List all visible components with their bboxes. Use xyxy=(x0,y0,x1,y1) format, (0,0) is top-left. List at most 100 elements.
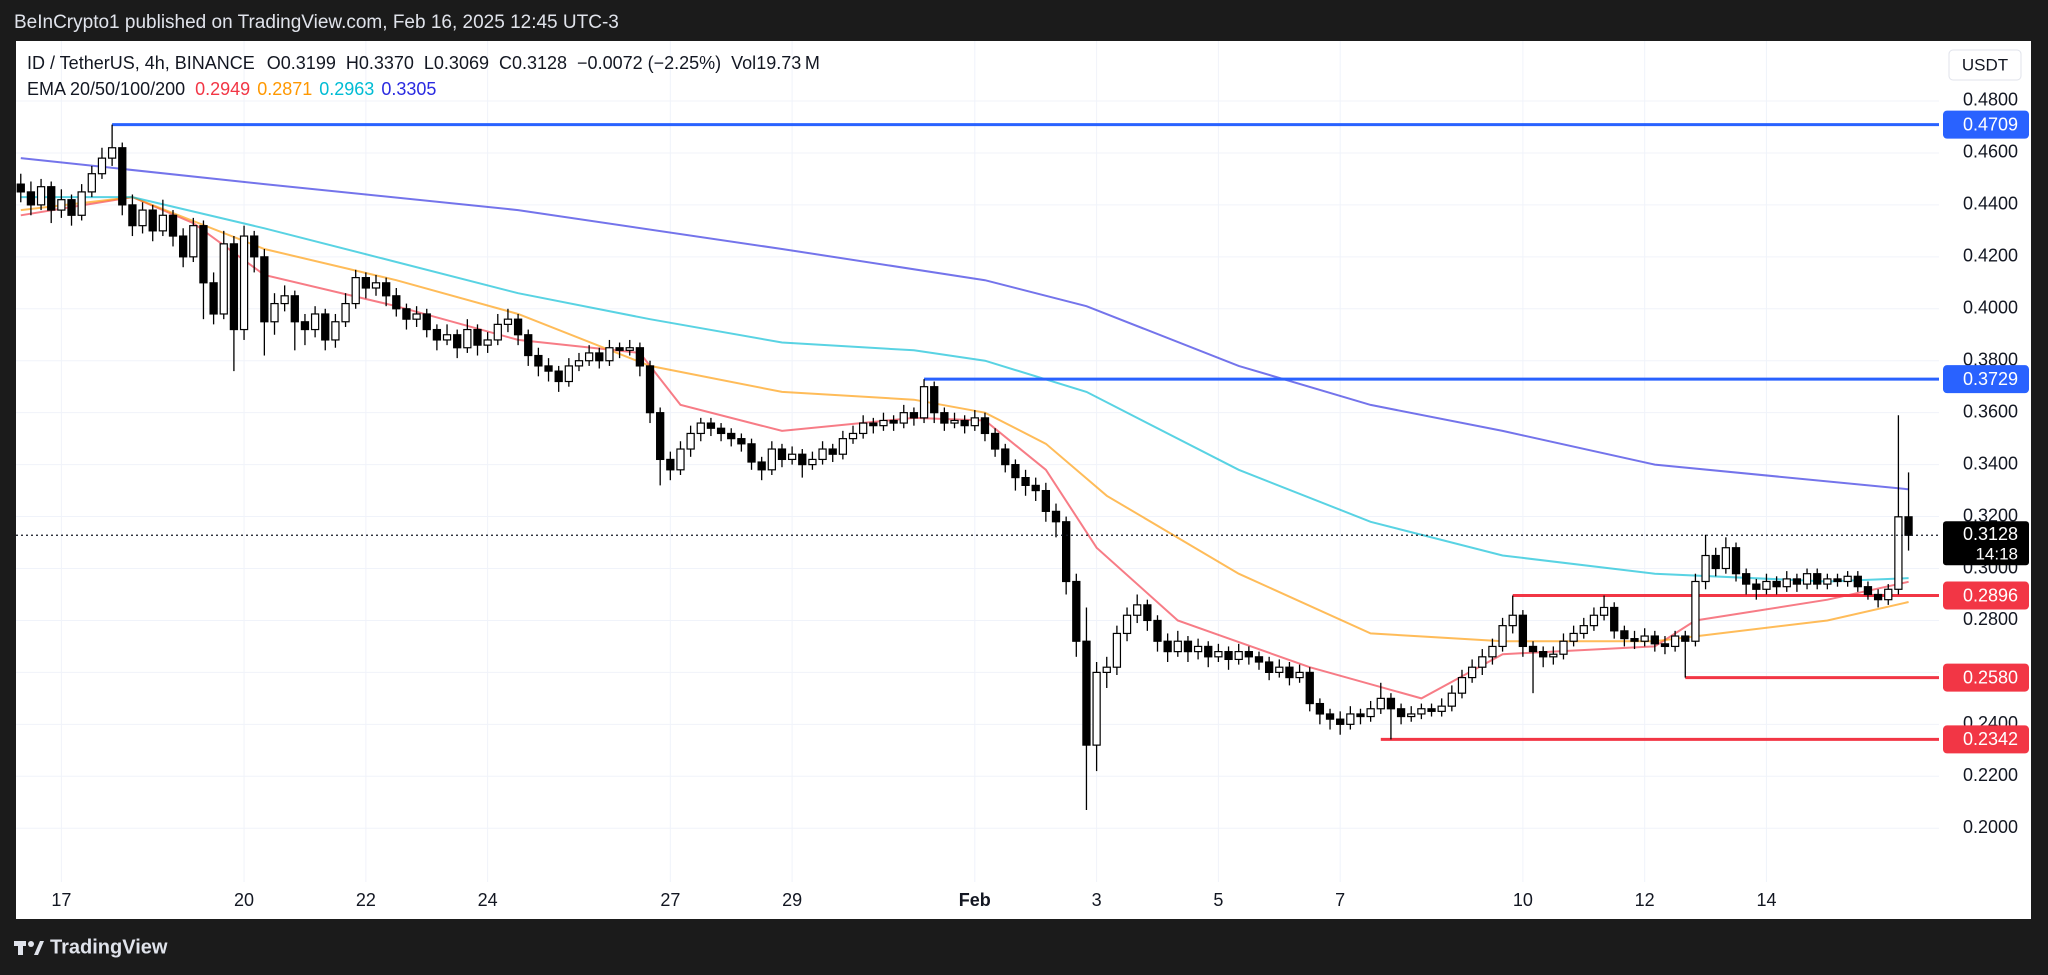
indicator-value: 0.2949 xyxy=(195,79,250,99)
x-tick-label: 17 xyxy=(51,890,71,910)
grid: 17 20 22 24 27 29 Feb 3 5 7 10 12 14 xyxy=(16,41,1939,910)
candle-body xyxy=(747,443,756,463)
candle-body xyxy=(757,461,766,471)
candle-body xyxy=(879,419,888,427)
y-tick-label: 0.3600 xyxy=(1963,401,2018,421)
candle-body xyxy=(1173,640,1182,653)
candle-body xyxy=(1772,580,1781,588)
y-tick-label: 0.2000 xyxy=(1963,817,2018,837)
candle-body xyxy=(767,448,776,471)
candle-body xyxy=(1325,713,1335,720)
candle-body xyxy=(676,448,685,471)
candle-body xyxy=(818,448,827,461)
levels xyxy=(112,123,1939,741)
indicator-value: 0.3305 xyxy=(381,79,436,99)
candle-body xyxy=(1488,645,1497,658)
candle-body xyxy=(1031,484,1040,492)
candle-body xyxy=(209,282,218,315)
candle-body xyxy=(686,432,695,450)
candle-body xyxy=(1072,580,1081,642)
candle-body xyxy=(1863,586,1873,596)
volume: 19.73 M xyxy=(756,53,820,73)
candle-body xyxy=(990,432,1000,450)
candle-body xyxy=(1102,666,1111,673)
x-tick-label: 22 xyxy=(356,890,376,910)
price-tag-label: 0.4709 xyxy=(1963,114,2018,134)
candle-body xyxy=(1721,547,1731,570)
candle-body xyxy=(1579,625,1588,635)
field-label: L xyxy=(424,53,434,73)
candle-body xyxy=(615,347,624,351)
candle-body xyxy=(290,295,299,323)
candle-body xyxy=(808,458,817,466)
candle-body xyxy=(1092,671,1101,746)
ema-line xyxy=(20,157,1909,491)
candle-body xyxy=(199,225,208,284)
candle-body xyxy=(828,448,837,455)
field-value: 0.3370 xyxy=(359,53,414,73)
candle-body xyxy=(625,347,634,351)
candle-body xyxy=(980,417,990,435)
volume-label: Vol xyxy=(731,53,756,73)
candle-body xyxy=(1346,713,1355,725)
candle-body xyxy=(47,186,56,211)
field-value: 0.3128 xyxy=(512,53,567,73)
field-value: 0.3199 xyxy=(281,53,336,73)
countdown: 14:18 xyxy=(1975,545,2018,564)
candle-body xyxy=(1315,702,1325,715)
brand: TradingView xyxy=(50,936,168,958)
currency-box[interactable] xyxy=(1948,49,2022,81)
field-label: H xyxy=(346,53,359,73)
candle-body xyxy=(321,313,330,341)
currency[interactable]: USDT xyxy=(1962,55,2008,74)
price-tag-label: 0.2896 xyxy=(1963,585,2018,605)
candle-body xyxy=(1021,477,1030,486)
candle-body xyxy=(1244,651,1253,658)
candle-body xyxy=(848,432,858,440)
candle-body xyxy=(189,225,198,258)
candle-body xyxy=(656,412,665,461)
candle-body xyxy=(1051,510,1061,523)
candle-body xyxy=(1396,708,1406,718)
candle-body xyxy=(1143,604,1152,622)
price-tag-label: 0.3729 xyxy=(1963,369,2018,389)
last-price-label: 0.3128 xyxy=(1963,524,2018,544)
candle-body xyxy=(87,173,96,193)
candle-body xyxy=(1457,676,1467,694)
candle-body xyxy=(1833,578,1842,583)
candle-body xyxy=(696,422,705,435)
candle-body xyxy=(280,295,289,305)
candle-body xyxy=(1681,635,1690,642)
x-tick-label: 14 xyxy=(1756,890,1776,910)
candle-body xyxy=(422,313,431,331)
candle-body xyxy=(1122,614,1132,635)
publisher: BeInCrypto1 published on TradingView.com… xyxy=(14,12,619,33)
field-label: O xyxy=(267,53,281,73)
candle-body xyxy=(310,313,320,331)
candle-body xyxy=(1559,640,1568,655)
candle-body xyxy=(1356,713,1365,718)
candle-body xyxy=(1640,635,1649,642)
price-tag-label: 0.2342 xyxy=(1963,729,2018,749)
candle-body xyxy=(1437,705,1446,712)
candle-body xyxy=(1569,632,1578,642)
candle-body xyxy=(1163,640,1172,653)
candle-body xyxy=(1660,643,1670,648)
candle-body xyxy=(1153,619,1162,642)
ema-line xyxy=(20,196,1909,583)
candle-body xyxy=(1630,638,1639,642)
field-label: C xyxy=(499,53,512,73)
candle-body xyxy=(635,347,645,367)
change: −0.0072 (−2.25%) xyxy=(577,53,721,73)
candle-body xyxy=(97,157,107,175)
indicator: EMA 20/50/100/200 xyxy=(27,79,185,99)
candle-body xyxy=(1407,713,1416,718)
x-tick-label: 3 xyxy=(1092,890,1102,910)
x-tick-label: 24 xyxy=(478,890,498,910)
candle-body xyxy=(909,412,919,419)
candle-body xyxy=(1813,573,1822,585)
candle-body xyxy=(158,214,168,232)
candle-body xyxy=(1589,614,1599,627)
candle-body xyxy=(595,352,604,362)
candle-body xyxy=(1305,671,1314,705)
